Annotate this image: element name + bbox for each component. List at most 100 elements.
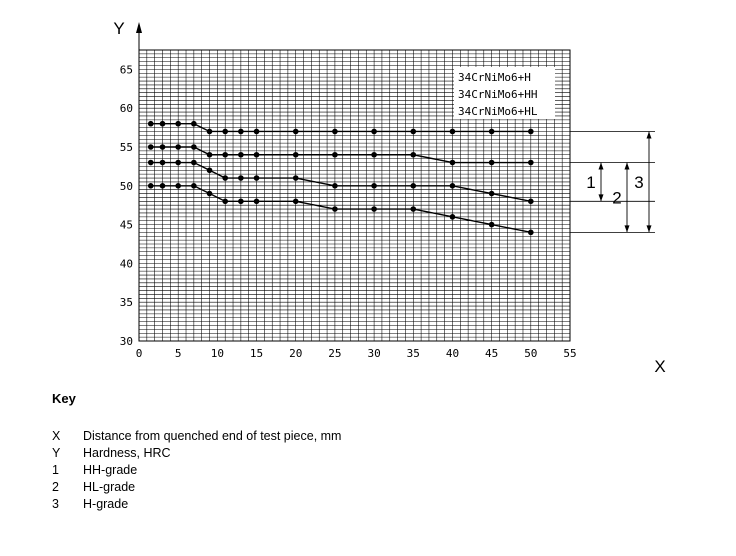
chart-grid — [138, 49, 571, 342]
data-point — [253, 151, 260, 158]
y-tick-label: 55 — [120, 141, 133, 154]
chart-axes: Y X 0 5 10 15 20 25 30 35 40 45 50 55 30 35 40 45 50 55 60 65 — [113, 19, 665, 376]
y-tick-label: 40 — [120, 257, 133, 270]
y-tick-label: 50 — [120, 180, 133, 193]
data-point — [191, 159, 197, 166]
data-point — [147, 183, 154, 189]
y-tick-label: 35 — [120, 296, 133, 309]
data-point — [449, 128, 456, 135]
x-tick-label: 5 — [175, 347, 182, 360]
x-tick-label: 50 — [524, 347, 537, 360]
key-symbol: 1 — [52, 463, 59, 477]
arrow-down-icon — [646, 225, 652, 233]
data-point — [488, 159, 495, 166]
data-point — [371, 128, 377, 135]
data-point — [528, 159, 534, 166]
y-tick-label: 60 — [120, 102, 133, 115]
data-point — [371, 206, 377, 212]
key-text: Distance from quenched end of test piece… — [83, 429, 342, 443]
data-point — [410, 151, 417, 158]
data-point — [147, 120, 154, 127]
data-point — [332, 206, 338, 212]
x-tick-label: 20 — [289, 347, 302, 360]
chart-series — [147, 120, 534, 236]
key-row-2: 2 HL-grade — [52, 479, 341, 496]
y-axis-label: Y — [113, 19, 124, 38]
arrow-up-icon — [624, 162, 630, 170]
data-point — [159, 183, 166, 189]
key-symbol: 2 — [52, 480, 59, 494]
legend-entry: 34CrNiMo6+HL — [458, 105, 538, 118]
data-point — [292, 151, 299, 158]
data-point — [410, 128, 417, 135]
data-point — [488, 190, 495, 197]
data-point — [147, 159, 154, 166]
data-point — [292, 128, 299, 135]
x-tick-label: 30 — [367, 347, 380, 360]
key-text: H-grade — [83, 497, 129, 511]
data-point — [528, 128, 534, 135]
data-point — [332, 128, 338, 135]
data-point — [253, 198, 260, 205]
data-point — [191, 144, 197, 150]
data-point — [449, 214, 456, 220]
x-tick-label: 15 — [250, 347, 263, 360]
data-point — [371, 183, 377, 189]
data-point — [206, 151, 213, 158]
data-point — [449, 183, 456, 189]
arrow-up-icon — [598, 162, 604, 170]
band-label: 1 — [586, 173, 595, 192]
y-tick-label: 30 — [120, 335, 133, 348]
x-tick-label: 55 — [563, 347, 576, 360]
data-point — [147, 144, 154, 150]
key-symbol: X — [52, 429, 61, 443]
data-point — [206, 190, 213, 197]
key-row-3: 3 H-grade — [52, 496, 341, 513]
key-row-x: X Distance from quenched end of test pie… — [52, 428, 341, 445]
arrow-down-icon — [624, 225, 630, 233]
arrow-up-icon — [646, 131, 652, 139]
key-text: Hardness, HRC — [83, 446, 171, 460]
data-point — [191, 120, 197, 127]
legend-entry: 34CrNiMo6+HH — [458, 88, 537, 101]
band-label: 2 — [612, 188, 621, 207]
data-point — [238, 151, 244, 158]
data-point — [332, 183, 338, 189]
x-tick-label: 0 — [136, 347, 143, 360]
data-point — [175, 120, 181, 127]
x-tick-label: 25 — [328, 347, 341, 360]
data-point — [159, 144, 166, 150]
data-point — [222, 128, 228, 135]
y-tick-label: 65 — [120, 63, 133, 76]
data-point — [222, 151, 228, 158]
data-point — [159, 120, 166, 127]
data-point — [175, 183, 181, 189]
legend-box — [454, 67, 555, 119]
data-point — [175, 144, 181, 150]
data-point — [238, 198, 244, 205]
data-point — [410, 206, 417, 212]
y-tick-label: 45 — [120, 219, 133, 232]
data-point — [206, 128, 213, 135]
x-axis-label: X — [654, 357, 665, 376]
data-point — [371, 151, 377, 158]
key-text: HH-grade — [83, 463, 138, 477]
data-point — [238, 175, 244, 181]
data-point — [332, 151, 338, 158]
data-point — [253, 175, 260, 181]
data-point — [449, 159, 456, 166]
grade-bands: 123 — [570, 131, 655, 233]
data-point — [488, 221, 495, 228]
data-point — [253, 128, 260, 135]
data-point — [292, 175, 299, 181]
key-row-1: 1 HH-grade — [52, 462, 341, 479]
x-tick-label: 10 — [211, 347, 224, 360]
data-point — [488, 128, 495, 135]
data-point — [410, 183, 417, 189]
key-section: Key X Distance from quenched end of test… — [52, 391, 341, 513]
key-symbol: 3 — [52, 497, 59, 511]
chart-legend: 34CrNiMo6+H 34CrNiMo6+HH 34CrNiMo6+HL — [454, 67, 555, 119]
data-point — [175, 159, 181, 166]
data-point — [292, 198, 299, 205]
